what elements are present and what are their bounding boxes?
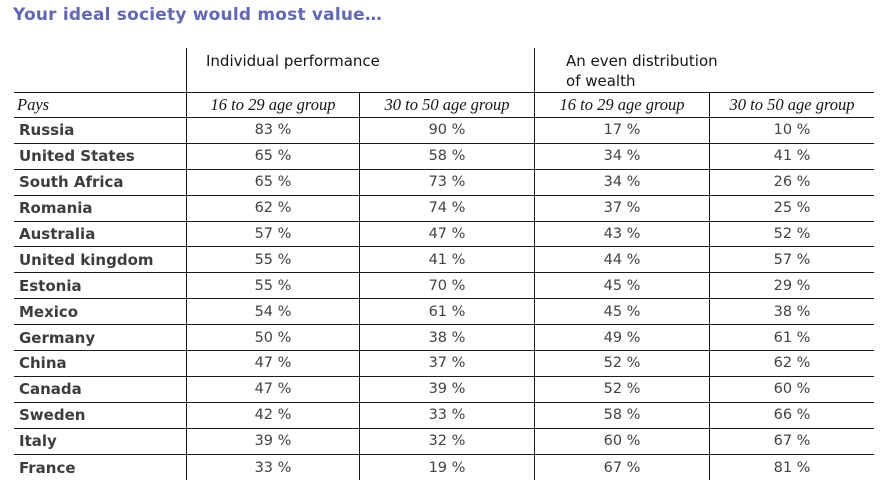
page-title: Your ideal society would most value… — [13, 5, 383, 25]
country-cell: France — [19, 458, 76, 477]
value-cell: 65 % — [186, 143, 359, 170]
value-cell: 62 % — [709, 351, 875, 377]
table-row: Germany 50 % 38 % 49 % 61 % — [14, 325, 875, 352]
value-cell: 66 % — [709, 402, 875, 429]
value-cell: 41 % — [359, 247, 535, 274]
value-cell: 38 % — [709, 299, 875, 326]
value-cell: 38 % — [359, 325, 535, 352]
value-cell: 61 % — [709, 325, 875, 352]
table-row: Sweden 42 % 33 % 58 % 66 % — [14, 402, 875, 429]
column-header-ed-30-50: 30 to 50 age group — [709, 92, 875, 118]
value-cell: 32 % — [359, 428, 535, 455]
country-cell: Australia — [14, 222, 186, 248]
column-header-row: Pays 16 to 29 age group 30 to 50 age gro… — [14, 92, 875, 118]
value-cell: 19 % — [359, 454, 534, 481]
value-cell: 39 % — [186, 428, 359, 455]
value-cell: 37 % — [534, 195, 710, 222]
value-cell: 26 % — [709, 169, 875, 196]
country-cell: South Africa — [14, 170, 186, 196]
value-cell: 10 % — [709, 118, 875, 144]
value-cell: 45 % — [534, 299, 710, 326]
column-header-pays: Pays — [14, 92, 186, 118]
value-cell: 81 % — [709, 454, 874, 481]
country-cell: Sweden — [14, 403, 186, 429]
country-cell: Italy — [14, 429, 186, 455]
value-cell: 25 % — [709, 195, 875, 222]
table-row: United kingdom 55 % 41 % 44 % 57 % — [14, 247, 875, 274]
value-cell: 17 % — [534, 118, 710, 144]
value-cell: 58 % — [534, 402, 710, 429]
table-header: Individual performance An even distribut… — [14, 48, 875, 118]
value-cell: 52 % — [709, 221, 875, 248]
country-cell: Mexico — [14, 299, 186, 326]
value-cell: 34 % — [534, 143, 710, 170]
country-cell: Estonia — [14, 273, 186, 300]
table-row: Mexico 54 % 61 % 45 % 38 % — [14, 299, 875, 326]
page: Your ideal society would most value… Ind… — [0, 5, 887, 490]
value-cell: 52 % — [534, 376, 710, 403]
country-cell: Germany — [14, 325, 186, 352]
column-header-ip-16-29: 16 to 29 age group — [186, 92, 359, 118]
value-cell: 55 % — [186, 247, 359, 274]
value-cell: 57 % — [186, 221, 359, 248]
table-row: South Africa 65 % 73 % 34 % 26 % — [14, 169, 875, 196]
value-cell: 34 % — [534, 169, 710, 196]
column-header-ed-16-29: 16 to 29 age group — [534, 92, 710, 118]
table-row: Russia 83 % 90 % 17 % 10 % — [14, 118, 875, 144]
column-header-ip-30-50: 30 to 50 age group — [359, 92, 535, 118]
value-cell: 33 % — [359, 402, 535, 429]
table-row: Romania 62 % 74 % 37 % 25 % — [14, 195, 875, 222]
table-row: United States 65 % 58 % 34 % 41 % — [14, 143, 875, 170]
value-cell: 39 % — [359, 376, 535, 403]
value-cell: 55 % — [186, 273, 359, 300]
value-cell: 37 % — [359, 351, 535, 377]
value-cell: 54 % — [186, 299, 359, 326]
country-cell: United kingdom — [14, 247, 186, 274]
table-row: China 47 % 37 % 52 % 62 % — [14, 351, 875, 377]
country-cell: United States — [14, 144, 186, 170]
corner-cell — [14, 48, 186, 92]
value-cell: 67 % — [709, 428, 875, 455]
value-cell: 47 % — [186, 376, 359, 403]
group-header-row: Individual performance An even distribut… — [14, 48, 874, 92]
value-cell: 43 % — [534, 221, 710, 248]
value-cell: 60 % — [709, 376, 875, 403]
value-cell: 45 % — [534, 273, 710, 300]
value-cell: 52 % — [534, 351, 710, 377]
country-cell: Romania — [14, 196, 186, 222]
table-body: Russia 83 % 90 % 17 % 10 % United States… — [14, 118, 875, 481]
value-cell: 73 % — [359, 169, 535, 196]
table-row: Estonia 55 % 70 % 45 % 29 % — [14, 273, 875, 300]
value-cell: 50 % — [186, 325, 359, 352]
survey-table: Individual performance An even distribut… — [14, 48, 875, 481]
value-cell: 42 % — [186, 402, 359, 429]
group-header-individual-performance: Individual performance — [186, 48, 534, 92]
value-cell: 67 % — [534, 454, 709, 481]
value-cell: 44 % — [534, 247, 710, 274]
value-cell: 61 % — [359, 299, 535, 326]
table-row: France 33 % 19 % 67 % 81 % — [14, 454, 874, 481]
value-cell: 83 % — [186, 118, 359, 144]
value-cell: 41 % — [709, 143, 875, 170]
value-cell: 62 % — [186, 195, 359, 222]
country-cell: Canada — [14, 377, 186, 403]
value-cell: 90 % — [359, 118, 535, 144]
table-row: Australia 57 % 47 % 43 % 52 % — [14, 221, 875, 248]
country-cell: Russia — [14, 118, 186, 144]
group-header-even-distribution: An even distribution of wealth — [534, 48, 874, 92]
country-cell: China — [14, 351, 186, 377]
value-cell: 58 % — [359, 143, 535, 170]
value-cell: 74 % — [359, 195, 535, 222]
value-cell: 47 % — [359, 221, 535, 248]
value-cell: 29 % — [709, 273, 875, 300]
table-row: Italy 39 % 32 % 60 % 67 % — [14, 428, 875, 455]
value-cell: 47 % — [186, 351, 359, 377]
value-cell: 70 % — [359, 273, 535, 300]
value-cell: 33 % — [186, 454, 359, 481]
value-cell: 57 % — [709, 247, 875, 274]
value-cell: 65 % — [186, 169, 359, 196]
value-cell: 49 % — [534, 325, 710, 352]
value-cell: 60 % — [534, 428, 710, 455]
table-row: Canada 47 % 39 % 52 % 60 % — [14, 376, 875, 403]
